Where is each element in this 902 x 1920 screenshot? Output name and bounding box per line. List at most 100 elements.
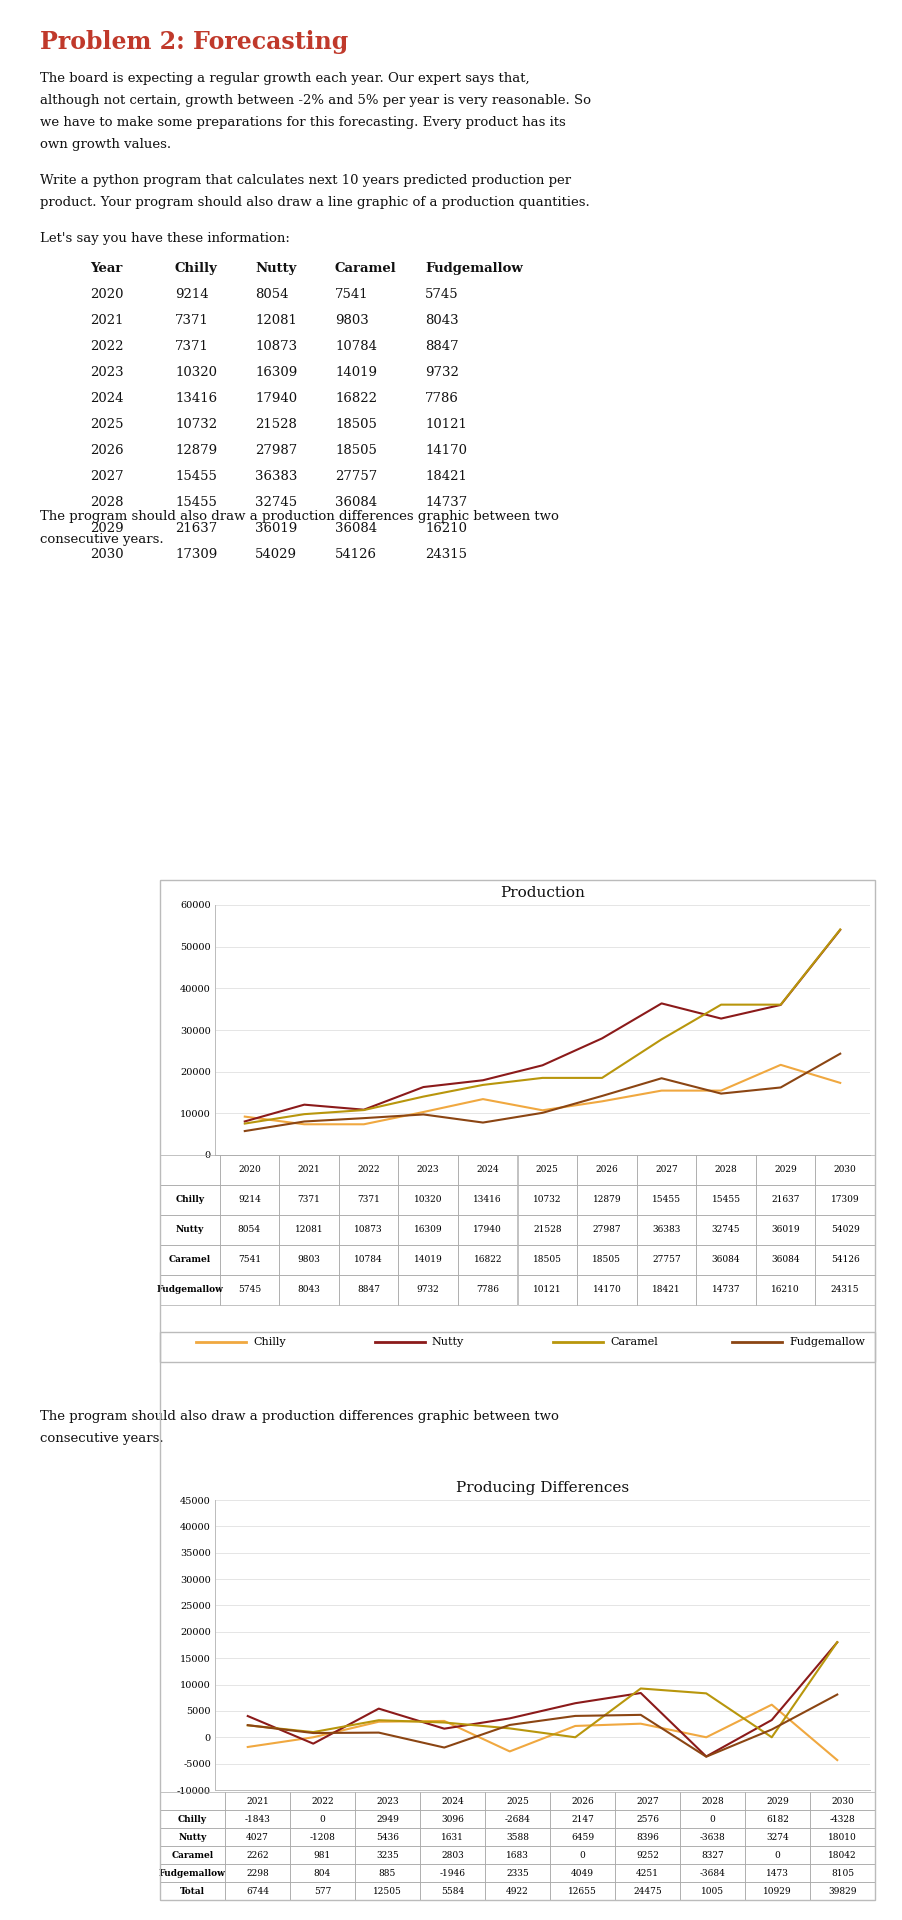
Text: 14019: 14019 [335,367,376,378]
Text: 36383: 36383 [254,470,297,484]
Bar [160,1882,225,1901]
Text: 2023: 2023 [417,1165,439,1175]
Text: Caramel: Caramel [171,1851,214,1859]
Text: 1005: 1005 [700,1887,723,1895]
Text: 0: 0 [579,1851,584,1859]
Bar [484,1791,549,1811]
Text: 3274: 3274 [765,1832,788,1841]
Text: 16210: 16210 [425,522,466,536]
Bar [576,1275,636,1306]
Bar [484,1864,549,1882]
Text: 36084: 36084 [711,1256,740,1265]
Bar [614,1828,679,1845]
Text: 2298: 2298 [246,1868,269,1878]
Text: 14170: 14170 [592,1286,621,1294]
Text: 10732: 10732 [175,419,216,430]
Bar [815,1244,874,1275]
Text: 9214: 9214 [175,288,208,301]
Text: Caramel: Caramel [169,1256,211,1265]
Text: 2020: 2020 [90,288,124,301]
Bar [225,1828,290,1845]
Text: 804: 804 [314,1868,331,1878]
Text: 2021: 2021 [246,1797,269,1805]
Text: 9803: 9803 [335,315,368,326]
Text: 36084: 36084 [335,495,377,509]
Bar [290,1882,354,1901]
Text: 12655: 12655 [567,1887,596,1895]
Bar [457,1275,517,1306]
Text: product. Your program should also draw a line graphic of a production quantities: product. Your program should also draw a… [40,196,589,209]
Text: 8847: 8847 [356,1286,380,1294]
Bar [338,1185,398,1215]
Text: 2024: 2024 [476,1165,499,1175]
Bar [225,1791,290,1811]
Text: Nutty: Nutty [176,1225,204,1235]
Bar [695,1156,755,1185]
Text: 4027: 4027 [245,1832,269,1841]
Text: 16822: 16822 [335,392,376,405]
Bar [290,1845,354,1864]
Bar [354,1864,419,1882]
Text: 2026: 2026 [594,1165,618,1175]
Text: 2335: 2335 [505,1868,529,1878]
Text: 13416: 13416 [175,392,216,405]
Text: 14170: 14170 [425,444,466,457]
Text: 8105: 8105 [830,1868,853,1878]
Bar [679,1882,744,1901]
Bar [219,1244,279,1275]
Title: Production: Production [500,885,584,900]
Text: 8043: 8043 [297,1286,320,1294]
Text: 15455: 15455 [711,1196,740,1204]
Bar [815,1185,874,1215]
Bar [549,1845,614,1864]
Bar [279,1185,338,1215]
Text: 10732: 10732 [532,1196,561,1204]
Text: 54126: 54126 [830,1256,859,1265]
Bar [695,1244,755,1275]
Text: Caramel: Caramel [335,261,396,275]
Text: 54126: 54126 [335,547,376,561]
Text: 2803: 2803 [441,1851,464,1859]
Bar [419,1791,484,1811]
Bar [219,1156,279,1185]
Text: 2576: 2576 [635,1814,658,1824]
Text: 0: 0 [709,1814,714,1824]
Text: 16309: 16309 [254,367,297,378]
Text: consecutive years.: consecutive years. [40,1432,163,1446]
Text: 1683: 1683 [505,1851,529,1859]
Text: 2147: 2147 [570,1814,594,1824]
Text: 36019: 36019 [254,522,297,536]
Text: 4922: 4922 [505,1887,529,1895]
Bar [636,1185,695,1215]
Text: 36084: 36084 [335,522,377,536]
Bar [160,1811,225,1828]
Text: 18010: 18010 [827,1832,856,1841]
Bar [290,1811,354,1828]
Text: Total: Total [179,1887,205,1895]
Text: 2023: 2023 [90,367,124,378]
Text: 2028: 2028 [713,1165,737,1175]
Bar [614,1864,679,1882]
Text: 7786: 7786 [475,1286,499,1294]
Text: 14737: 14737 [711,1286,740,1294]
Bar [576,1156,636,1185]
Text: Caramel: Caramel [610,1336,658,1348]
Bar [744,1864,809,1882]
Title: Producing Differences: Producing Differences [456,1480,629,1494]
Text: 18421: 18421 [651,1286,680,1294]
Text: 16309: 16309 [413,1225,442,1235]
Bar [809,1845,874,1864]
Bar [549,1864,614,1882]
Text: 8054: 8054 [237,1225,261,1235]
Text: 2025: 2025 [90,419,124,430]
Bar [398,1156,457,1185]
Text: Fudgemallow: Fudgemallow [788,1336,864,1348]
Bar [614,1845,679,1864]
Text: 2024: 2024 [441,1797,464,1805]
Text: consecutive years.: consecutive years. [40,534,163,545]
Bar [338,1215,398,1244]
Bar [549,1811,614,1828]
Bar [576,1185,636,1215]
Bar [338,1156,398,1185]
Text: 8327: 8327 [700,1851,723,1859]
